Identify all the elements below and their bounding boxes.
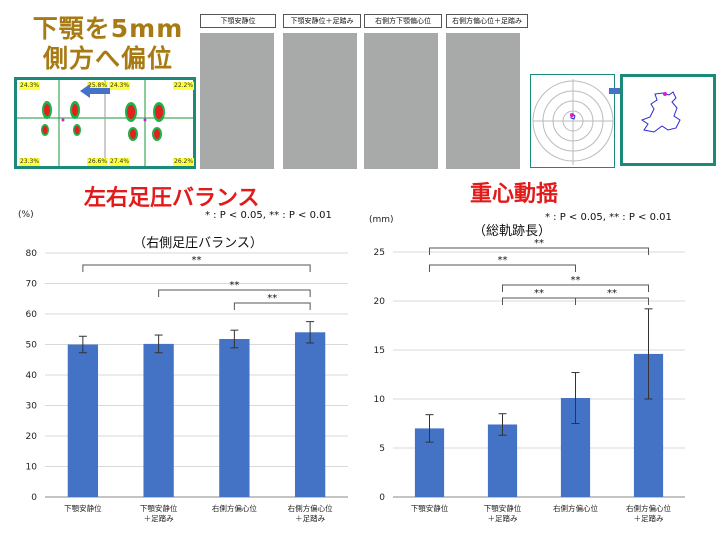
y-tick-label: 10 <box>374 395 386 405</box>
significance-label: ** <box>534 238 544 249</box>
significance-bracket <box>82 264 311 272</box>
y-tick-label: 40 <box>26 371 38 381</box>
photo-label-1: 下顎安静位 <box>200 14 276 28</box>
fp-value-right-bottom-right: 26.2% <box>173 158 195 166</box>
significance-bracket <box>429 264 576 272</box>
x-tick-label: ＋足踏み <box>634 513 664 523</box>
significance-label: ** <box>607 288 617 299</box>
posture-photo-2 <box>283 33 357 169</box>
y-tick-label: 20 <box>26 432 38 442</box>
significance-label: ** <box>571 275 581 286</box>
significance-label: ** <box>267 293 277 304</box>
y-unit-label: (mm) <box>369 215 394 225</box>
x-tick-label: ＋足踏み <box>295 513 325 523</box>
balance-section-title: 左右足圧バランス <box>84 186 260 211</box>
y-tick-label: 15 <box>374 346 385 356</box>
posture-photo-1 <box>200 33 274 169</box>
chart-title: （右側足圧バランス） <box>133 236 263 251</box>
significance-note-right: * : P < 0.05, ** : P < 0.01 <box>545 212 672 223</box>
arrow-left-icon <box>80 84 110 98</box>
x-tick-label: 下顎安静位 <box>140 503 178 513</box>
x-tick-label: 右側方偏心位 <box>626 503 671 513</box>
y-tick-label: 20 <box>374 297 386 307</box>
foot-balance-chart: (%) （右側足圧バランス） 0 10 20 30 40 50 60 70 80 下顎安静位 下顎安静位… <box>18 210 348 523</box>
y-tick-label: 80 <box>26 249 38 259</box>
significance-bracket <box>158 289 311 297</box>
significance-bracket <box>233 302 311 310</box>
bar <box>294 332 326 497</box>
significance-label: ** <box>229 280 239 291</box>
x-tick-label: 右側方偏心位 <box>212 503 257 513</box>
sway-trace-plot <box>620 74 716 166</box>
footprint-right-pair <box>125 102 165 141</box>
posture-photo-3 <box>364 33 438 169</box>
x-tick-label: 下顎安静位 <box>411 503 449 513</box>
significance-note-left: * : P < 0.05, ** : P < 0.01 <box>205 210 332 221</box>
y-tick-label: 30 <box>26 402 38 412</box>
bar <box>67 344 99 497</box>
y-tick-label: 0 <box>31 493 37 503</box>
bar <box>487 424 518 497</box>
chart-title: （総軌跡長） <box>473 223 551 239</box>
sway-section-title: 重心動揺 <box>470 182 559 207</box>
photo-label-3: 右側方下顎偏心位 <box>364 14 442 28</box>
y-tick-label: 25 <box>374 248 385 258</box>
fp-value-right-top-right: 22.2% <box>173 82 195 90</box>
x-tick-label: 下顎安静位 <box>64 503 102 513</box>
sway-polar-plot <box>530 74 615 168</box>
y-tick-label: 5 <box>379 444 385 454</box>
significance-bracket <box>429 247 649 255</box>
photo-label-4: 右側方偏心位＋足踏み <box>446 14 528 28</box>
y-tick-label: 0 <box>379 493 385 503</box>
foot-pressure-map <box>17 80 193 166</box>
significance-bracket <box>502 284 649 292</box>
y-tick-label: 50 <box>26 341 38 351</box>
y-tick-label: 60 <box>26 310 38 320</box>
significance-bracket <box>575 297 649 305</box>
title-line-2: 側方へ偏位 <box>42 44 173 73</box>
x-tick-label: ＋足踏み <box>488 513 518 523</box>
page-title: 下顎を5mm 側方へ偏位 <box>18 14 198 74</box>
fp-value-left-bottom-left: 23.3% <box>19 158 41 166</box>
fp-value-right-bottom-left: 27.4% <box>109 158 131 166</box>
x-tick-label: 右側方偏心位 <box>288 503 333 513</box>
photo-label-2: 下顎安静位＋足踏み <box>283 14 361 28</box>
y-tick-label: 70 <box>26 280 38 290</box>
x-tick-label: 下顎安静位 <box>484 503 522 513</box>
fp-value-left-bottom-right: 26.6% <box>87 158 109 166</box>
significance-label: ** <box>498 255 508 266</box>
significance-label: ** <box>534 288 544 299</box>
fp-value-left-top-left: 24.3% <box>19 82 41 90</box>
x-tick-label: ＋足踏み <box>144 513 174 523</box>
significance-label: ** <box>192 255 202 266</box>
y-unit-label: (%) <box>18 210 34 220</box>
footprint-left-pair <box>41 101 81 136</box>
fp-value-right-top-left: 24.3% <box>109 82 131 90</box>
fp-value-left-top-right: 25.8% <box>87 82 109 90</box>
bar <box>143 343 174 497</box>
posture-photo-4 <box>446 33 520 169</box>
bar <box>219 339 250 497</box>
title-line-1: 下顎を5mm <box>32 14 184 43</box>
x-tick-label: 右側方偏心位 <box>553 503 598 513</box>
y-tick-label: 10 <box>26 463 38 473</box>
